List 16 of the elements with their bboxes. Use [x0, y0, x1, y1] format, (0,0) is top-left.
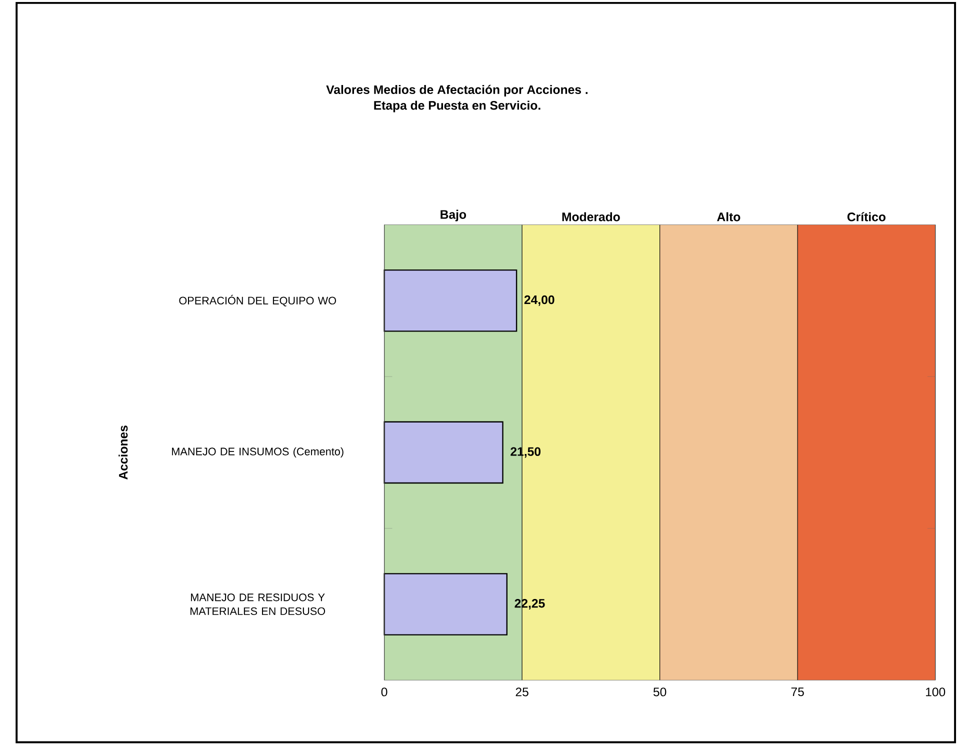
x-tick-label: 100 — [926, 687, 946, 696]
y-tick-label: MANEJO DE INSUMOS (Cemento) — [172, 447, 344, 458]
y-tick-label: OPERACIÓN DEL EQUIPO WO — [179, 294, 336, 306]
y-tick-label: MANEJO DE RESIDUOS Y MATERIALES EN DESUSO — [190, 593, 326, 615]
x-tick-label: 50 — [653, 687, 666, 696]
chart-subtitle: Etapa de Puesta en Servicio. — [374, 100, 540, 112]
x-tick-label: 0 — [381, 687, 388, 696]
x-tick-label: 75 — [791, 687, 804, 696]
data-label: 24,00 — [524, 295, 554, 306]
band-label: Bajo — [440, 210, 466, 222]
band-label: Crítico — [847, 212, 886, 222]
y-axis-title: Acciones — [118, 425, 128, 480]
band-label: Alto — [717, 212, 740, 222]
x-tick-label: 25 — [516, 687, 528, 696]
band-label: Moderado — [562, 212, 620, 222]
chart-title: Valores Medios de Afectación por Acciones . — [326, 84, 588, 96]
